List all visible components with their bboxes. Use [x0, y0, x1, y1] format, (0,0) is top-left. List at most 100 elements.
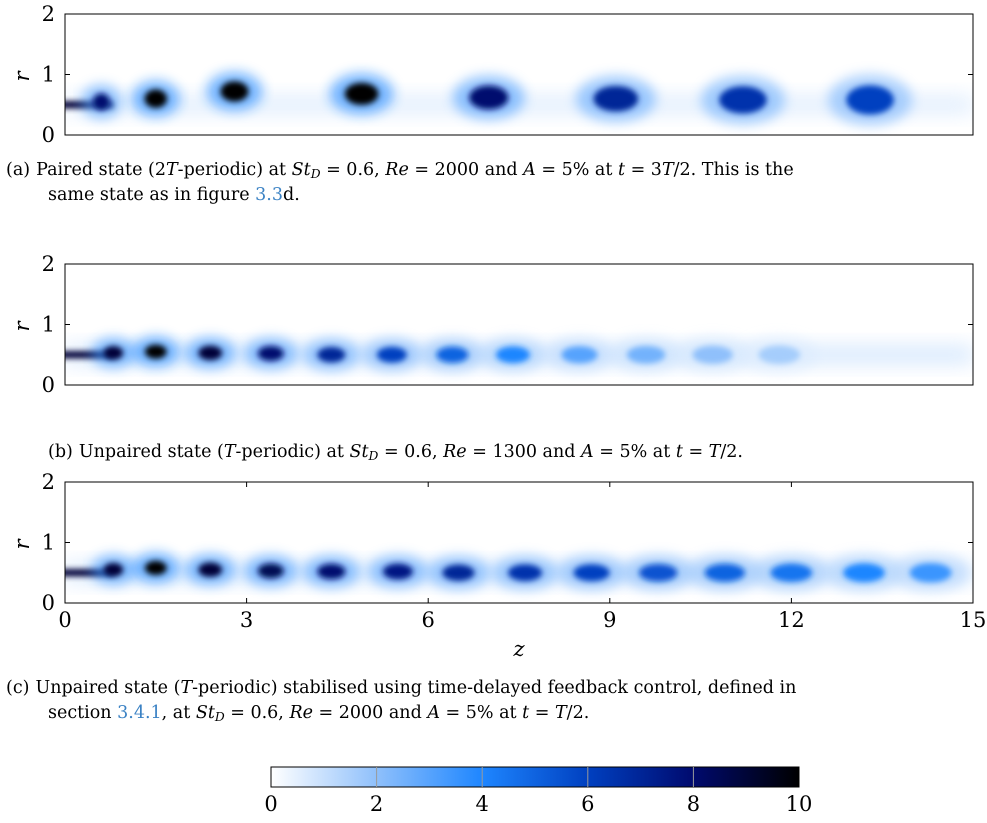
caption-c-subscript: D: [214, 710, 225, 724]
vortex-core: [692, 345, 734, 364]
vortex-core: [704, 563, 746, 582]
x-tick-label: 3: [240, 608, 253, 632]
caption-a-text: -periodic) at: [177, 160, 292, 180]
y-tick-label: 2: [42, 252, 55, 276]
caption-a-label: (a): [6, 160, 31, 180]
vortex-core: [144, 344, 167, 359]
vortex-core: [144, 89, 167, 108]
caption-b-text: = 5% at: [593, 442, 676, 462]
vortex-core: [220, 81, 249, 102]
caption-c-text: = 2000 and: [312, 703, 428, 723]
vortex-core: [846, 85, 894, 115]
caption-b-text: /2.: [720, 442, 743, 462]
vortex-core: [92, 93, 110, 110]
panel-a-frame: [64, 13, 974, 136]
caption-b-symbol: T: [708, 442, 721, 462]
caption-b-text: =: [682, 442, 709, 462]
colorbar-tick-label: 10: [786, 792, 813, 816]
caption-c-label: (c): [6, 678, 30, 698]
caption-a-symbol: T: [165, 160, 178, 180]
vortex-core: [442, 564, 475, 581]
caption-a-symbol: T: [661, 160, 674, 180]
caption-b-text: = 1300 and: [466, 442, 582, 462]
caption-a-subscript: D: [310, 167, 321, 181]
vortex-core: [626, 345, 666, 364]
caption-b-subscript: D: [368, 449, 379, 463]
vortex-core: [317, 347, 346, 363]
vortex-core: [507, 564, 543, 582]
figure-ref-link[interactable]: 3.3: [255, 185, 284, 205]
y-tick-label: 0: [42, 373, 55, 397]
caption-b-symbol: St: [349, 442, 369, 462]
colorbar-tick-label: 6: [581, 792, 594, 816]
vortex-core: [436, 346, 469, 363]
caption-c-text: = 0.6,: [224, 703, 290, 723]
caption-c-symbol: A: [427, 703, 440, 723]
caption-c-text: = 5% at: [439, 703, 523, 723]
vortex-core: [103, 346, 124, 360]
caption-a-text: /2. This is the: [673, 160, 794, 180]
caption-b-text: = 0.6,: [378, 442, 444, 462]
inlet-jet: [65, 351, 114, 359]
caption-c: (c) Unpaired state (T-periodic) stabilise…: [6, 676, 981, 726]
colorbar-tick-label: 8: [687, 792, 700, 816]
x-tick-label: 0: [58, 608, 71, 632]
y-axis-label: r: [10, 70, 34, 82]
caption-a-symbol: St: [291, 160, 311, 180]
vortex-core: [376, 346, 407, 363]
caption-c-symbol: St: [195, 703, 215, 723]
colorbar-tick-label: 4: [476, 792, 489, 816]
caption-a-symbol: Re: [385, 160, 409, 180]
y-tick-label: 2: [42, 2, 55, 26]
caption-c-text: =: [529, 703, 555, 723]
vortex-core: [257, 346, 284, 361]
caption-c-text: section: [48, 703, 118, 723]
x-tick-label: 6: [422, 608, 435, 632]
caption-c-text: Unpaired state (: [35, 678, 181, 698]
caption-a-text: = 3: [625, 160, 662, 180]
vortex-core: [144, 560, 167, 575]
caption-b-symbol: T: [223, 442, 236, 462]
vortex-core: [638, 563, 678, 582]
caption-c-text: /2.: [566, 703, 590, 723]
vortex-core: [382, 563, 413, 580]
y-axis-label: r: [10, 538, 34, 550]
x-axis-label: z: [512, 637, 525, 661]
caption-a-text: = 2000 and: [408, 160, 524, 180]
colorbar-gradient: [270, 766, 800, 788]
vortex-core: [103, 562, 124, 577]
y-tick-label: 1: [42, 63, 55, 87]
colorbar-tick-label: 2: [370, 792, 383, 816]
vortex-core: [257, 563, 284, 579]
y-tick-label: 0: [42, 591, 55, 615]
vortex-core: [719, 86, 767, 114]
caption-b-symbol: A: [581, 442, 594, 462]
vortex-core: [770, 563, 813, 582]
caption-a-text: same state as in figure: [48, 185, 256, 205]
caption-b-symbol: Re: [443, 442, 467, 462]
caption-a-symbol: t: [617, 160, 626, 180]
y-tick-label: 2: [42, 470, 55, 494]
caption-b-text: Unpaired state (: [78, 442, 224, 462]
caption-a-text: = 5% at: [535, 160, 618, 180]
vortex-core: [593, 85, 639, 112]
panel-a-heatmap: 0 1 2 r: [10, 2, 974, 147]
caption-b: (b) Unpaired state (T-periodic) at StD = …: [48, 440, 983, 465]
y-axis-label: r: [10, 320, 34, 332]
x-tick-label: 9: [603, 608, 616, 632]
vortex-core: [317, 563, 346, 580]
vortex-core: [469, 85, 509, 110]
caption-c-text: -periodic) stabilised using time-delayed…: [192, 678, 797, 698]
caption-c-symbol: T: [180, 678, 193, 698]
caption-a-text: d.: [283, 185, 300, 205]
vortex-core: [561, 346, 598, 364]
vortex-core: [495, 346, 531, 364]
caption-b-label: (b): [48, 442, 73, 462]
caption-c-text: , at: [161, 703, 196, 723]
colorbar: 0 2 4 6 8 10: [264, 766, 813, 816]
section-ref-link[interactable]: 3.4.1: [117, 703, 162, 723]
vortex-core: [758, 345, 801, 364]
vortex-core: [909, 563, 952, 583]
inlet-jet: [65, 569, 114, 577]
